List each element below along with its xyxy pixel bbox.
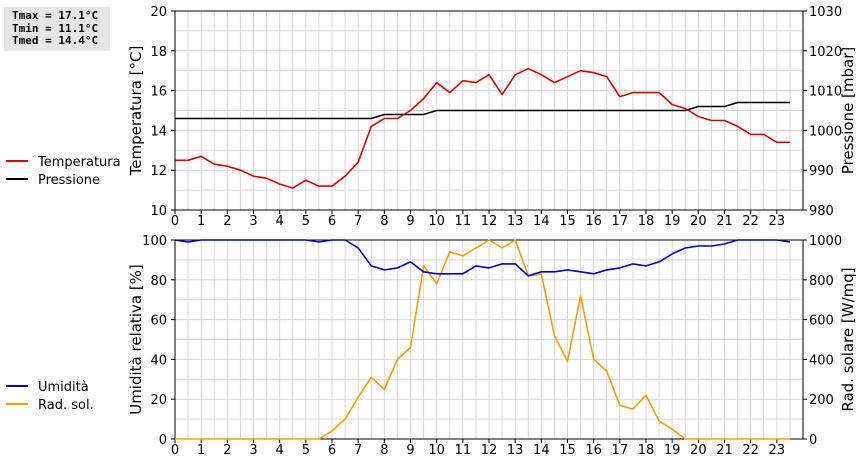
y-tick-label: 16: [150, 85, 167, 100]
y2-axis-label: Rad. solare [W/mq]: [839, 267, 857, 411]
y-tick-label: 0: [159, 433, 167, 448]
x-tick-label: 16: [585, 214, 602, 229]
x-tick-label: 3: [249, 214, 257, 229]
x-tick-label: 12: [481, 214, 498, 229]
y2-tick-label: 1020: [809, 45, 842, 60]
x-tick-label: 19: [664, 443, 681, 458]
stats-tmed: Tmed = 14.4°C: [12, 34, 99, 47]
x-tick-label: 9: [406, 443, 414, 458]
x-tick-label: 15: [559, 443, 576, 458]
x-tick-label: 0: [171, 214, 179, 229]
y2-tick-label: 990: [809, 164, 834, 179]
y-tick-label: 80: [150, 274, 167, 289]
x-tick-label: 22: [742, 214, 759, 229]
y-tick-label: 40: [150, 353, 167, 368]
stats-tmin: Tmin = 11.1°C: [12, 21, 99, 35]
x-tick-label: 17: [612, 443, 629, 458]
x-tick-label: 19: [664, 214, 681, 229]
y-tick-label: 60: [150, 314, 167, 329]
x-tick-label: 10: [428, 214, 445, 229]
y-axis-label: Umidità relativa [%]: [127, 264, 145, 415]
stats-box: Tmax = 17.1°C Tmin = 11.1°C Tmed = 14.4°…: [4, 7, 110, 51]
y-tick-label: 20: [150, 393, 167, 408]
x-tick-label: 12: [481, 443, 498, 458]
x-tick-label: 20: [690, 214, 707, 229]
x-tick-label: 13: [507, 214, 524, 229]
y-tick-label: 100: [142, 234, 167, 249]
x-tick-label: 1: [197, 214, 205, 229]
series-line-rad-sol: [175, 239, 790, 440]
y2-tick-label: 600: [809, 314, 834, 329]
series-line-temperatura: [175, 67, 790, 189]
y2-axis-label: Pressione [mbar]: [839, 47, 857, 175]
y-tick-label: 18: [150, 45, 167, 60]
y2-tick-label: 1000: [809, 234, 842, 249]
x-tick-label: 11: [455, 214, 472, 229]
y-tick-label: 14: [150, 124, 167, 139]
x-tick-label: 5: [302, 214, 310, 229]
y2-tick-label: 1030: [809, 5, 842, 20]
x-tick-label: 21: [716, 214, 733, 229]
y-tick-label: 12: [150, 164, 167, 179]
x-tick-label: 3: [249, 443, 257, 458]
chart-panel-2: 0 1 2 3 4 5 6 7 8 9 10 11 12 13 14 15 16 17 18 19 20 21 22 2302…: [6, 234, 857, 458]
y2-tick-label: 200: [809, 393, 834, 408]
x-tick-label: 2: [223, 443, 231, 458]
y2-tick-label: 980: [809, 204, 834, 219]
x-tick-label: 1: [197, 443, 205, 458]
x-tick-label: 10: [428, 443, 445, 458]
legend-label: Pressione: [38, 173, 100, 188]
x-tick-label: 22: [742, 443, 759, 458]
x-tick-label: 13: [507, 443, 524, 458]
stats-tmax: Tmax = 17.1°C: [12, 9, 99, 22]
x-tick-label: 6: [328, 214, 336, 229]
x-tick-label: 6: [328, 443, 336, 458]
x-tick-label: 2: [223, 214, 231, 229]
legend-label: Umidità: [38, 380, 89, 395]
x-tick-label: 11: [455, 443, 472, 458]
x-tick-label: 5: [302, 443, 310, 458]
x-tick-label: 20: [690, 443, 707, 458]
x-tick-label: 21: [716, 443, 733, 458]
y-tick-label: 10: [150, 204, 167, 219]
y2-tick-label: 1000: [809, 124, 842, 139]
x-tick-label: 14: [533, 214, 550, 229]
x-tick-label: 7: [354, 443, 362, 458]
legend-label: Temperatura: [37, 155, 121, 170]
x-tick-label: 4: [276, 214, 284, 229]
y-axis-label: Temperatura [°C]: [127, 46, 145, 177]
x-tick-label: 16: [585, 443, 602, 458]
x-tick-label: 18: [638, 214, 655, 229]
x-tick-label: 17: [612, 214, 629, 229]
y2-tick-label: 1010: [809, 85, 842, 100]
series-line-umidit: [174, 239, 791, 277]
x-tick-label: 18: [638, 443, 655, 458]
legend-label: Rad. sol.: [38, 398, 94, 413]
x-tick-label: 9: [406, 214, 414, 229]
x-tick-label: 15: [559, 214, 576, 229]
chart-panel-1: 0 1 2 3 4 5 6 7 8 9 10 11 12 13 14 15 16 17 18 19 20 21 22 2310…: [6, 5, 857, 229]
y2-tick-label: 0: [809, 433, 817, 448]
x-tick-label: 8: [380, 443, 388, 458]
y-tick-label: 20: [150, 5, 167, 20]
x-tick-label: 7: [354, 214, 362, 229]
y2-tick-label: 800: [809, 274, 834, 289]
x-tick-label: 14: [533, 443, 550, 458]
x-tick-label: 23: [769, 443, 786, 458]
y2-tick-label: 400: [809, 353, 834, 368]
x-tick-label: 4: [276, 443, 284, 458]
x-tick-label: 0: [171, 443, 179, 458]
x-tick-label: 8: [380, 214, 388, 229]
x-tick-label: 23: [769, 214, 786, 229]
